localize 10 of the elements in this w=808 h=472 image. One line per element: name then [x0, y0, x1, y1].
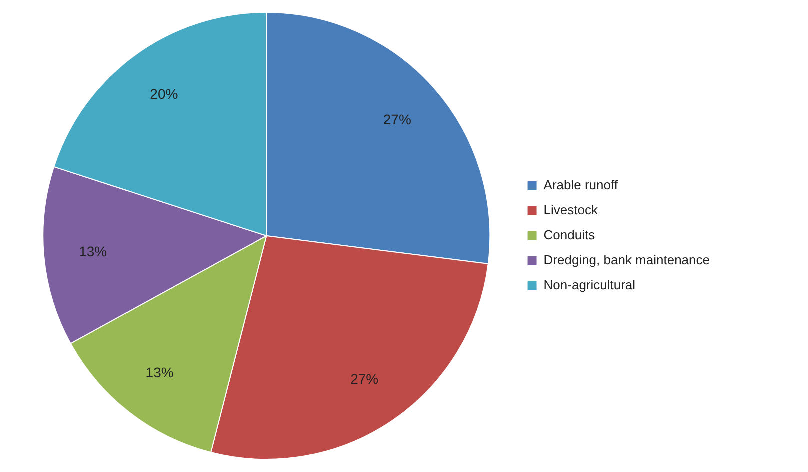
data-label: 13%	[146, 364, 174, 381]
legend-label: Arable runoff	[544, 178, 618, 193]
legend-label: Non-agricultural	[544, 278, 636, 293]
legend-label: Dredging, bank maintenance	[544, 252, 710, 268]
data-label: 20%	[150, 86, 178, 102]
data-label: 27%	[383, 112, 412, 128]
data-label: 27%	[350, 371, 379, 388]
legend-label: Livestock	[544, 202, 598, 218]
legend-label: Conduits	[544, 228, 596, 243]
data-label: 13%	[79, 243, 108, 260]
